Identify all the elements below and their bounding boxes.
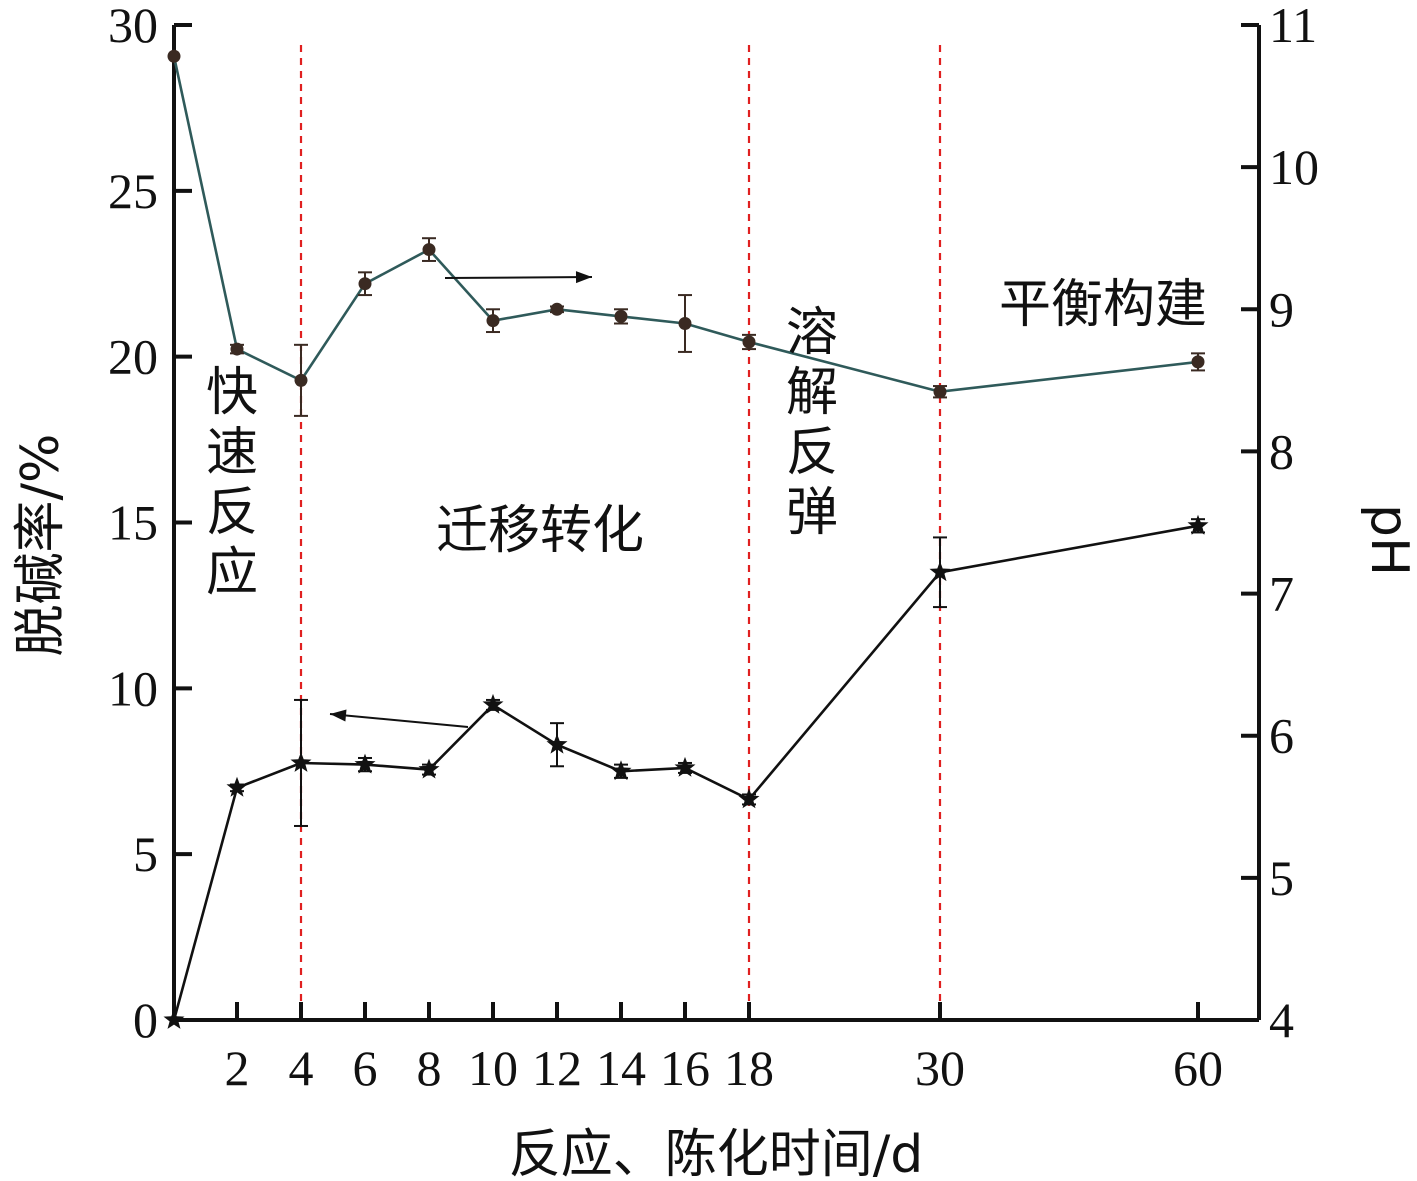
right-y-tick-label: 4: [1269, 992, 1294, 1048]
star-data-point: [546, 733, 568, 754]
star-data-point: [226, 776, 248, 797]
x-tick-label: 16: [660, 1040, 710, 1096]
phase-label-char: 速: [206, 423, 258, 483]
star-data-point: [610, 760, 632, 781]
phase-label: 迁移转化: [436, 501, 644, 561]
x-tick-label: 60: [1173, 1040, 1223, 1096]
circle-data-point: [294, 373, 308, 387]
left-y-tick-label: 30: [108, 0, 158, 53]
x-tick-label: 30: [915, 1040, 965, 1096]
circle-data-point: [486, 314, 500, 328]
left-y-tick-label: 0: [133, 992, 158, 1048]
left-y-tick-label: 15: [108, 495, 158, 551]
right-y-tick-label: 6: [1269, 708, 1294, 764]
x-tick-label: 6: [353, 1040, 378, 1096]
series-group: [163, 49, 1209, 1029]
circle-data-point: [1191, 355, 1205, 369]
circle-data-point: [422, 243, 436, 257]
circle-data-point: [167, 49, 181, 63]
right-y-tick-label: 7: [1269, 566, 1294, 622]
right-y-axis-title: pH: [1359, 504, 1417, 576]
star-data-point: [738, 788, 760, 809]
star-data-point: [482, 693, 504, 714]
x-axis-title: 反应、陈化时间/d: [509, 1125, 924, 1181]
axes-group: [172, 23, 1261, 1022]
left-y-axis-title: 脱碱率/%: [11, 434, 71, 657]
ph-series-line: [172, 56, 1199, 394]
x-tick-label: 2: [225, 1040, 250, 1096]
dealkalization-axis-arrow: [329, 713, 469, 728]
star-data-point: [163, 1009, 185, 1029]
right-y-tick-label: 11: [1269, 0, 1317, 53]
x-tick-label: 18: [724, 1040, 774, 1096]
star-data-point: [674, 756, 696, 777]
right-y-tick-label: 5: [1269, 850, 1294, 906]
x-tick-label: 10: [468, 1040, 518, 1096]
star-data-point: [290, 752, 312, 772]
star-data-point: [929, 561, 951, 582]
star-data-point: [1187, 514, 1209, 535]
left-y-tick-label: 25: [108, 163, 158, 219]
ph-axis-arrow-head: [575, 271, 592, 284]
x-tick-label: 8: [417, 1040, 442, 1096]
phase-label-char: 应: [206, 543, 258, 603]
dealkalization-axis-arrow-head: [330, 709, 347, 722]
x-tick-label: 4: [289, 1040, 314, 1096]
phase-label: 平衡构建: [999, 275, 1207, 335]
phase-label-char: 溶: [786, 303, 838, 363]
circle-data-point: [678, 317, 692, 330]
right-y-tick-label: 9: [1269, 281, 1294, 337]
left-y-tick-label: 5: [133, 826, 158, 882]
x-tick-label: 14: [596, 1040, 646, 1096]
circle-data-point: [358, 277, 372, 291]
dealkalization-series-line: [172, 524, 1199, 1021]
phase-label-char: 弹: [786, 483, 838, 543]
star-data-point: [418, 758, 440, 779]
phase-divider-group: [299, 45, 942, 1020]
left-y-tick-label: 20: [108, 329, 158, 385]
circle-data-point: [742, 335, 756, 349]
star-data-point: [354, 753, 376, 774]
phase-label-char: 反: [206, 483, 258, 543]
axis-indicator-arrows: [329, 271, 593, 728]
phase-label-char: 解: [786, 363, 838, 423]
circle-data-point: [550, 302, 564, 316]
phase-label-char: 反: [786, 423, 838, 483]
circle-data-point: [614, 309, 628, 323]
ph-axis-arrow: [444, 276, 593, 279]
right-y-tick-label: 8: [1269, 423, 1294, 479]
circle-data-point: [933, 385, 947, 399]
right-y-tick-label: 10: [1269, 139, 1319, 195]
circle-data-point: [230, 342, 244, 356]
phase-label-char: 快: [206, 363, 258, 423]
left-y-tick-label: 10: [108, 660, 158, 716]
x-tick-label: 12: [532, 1040, 582, 1096]
